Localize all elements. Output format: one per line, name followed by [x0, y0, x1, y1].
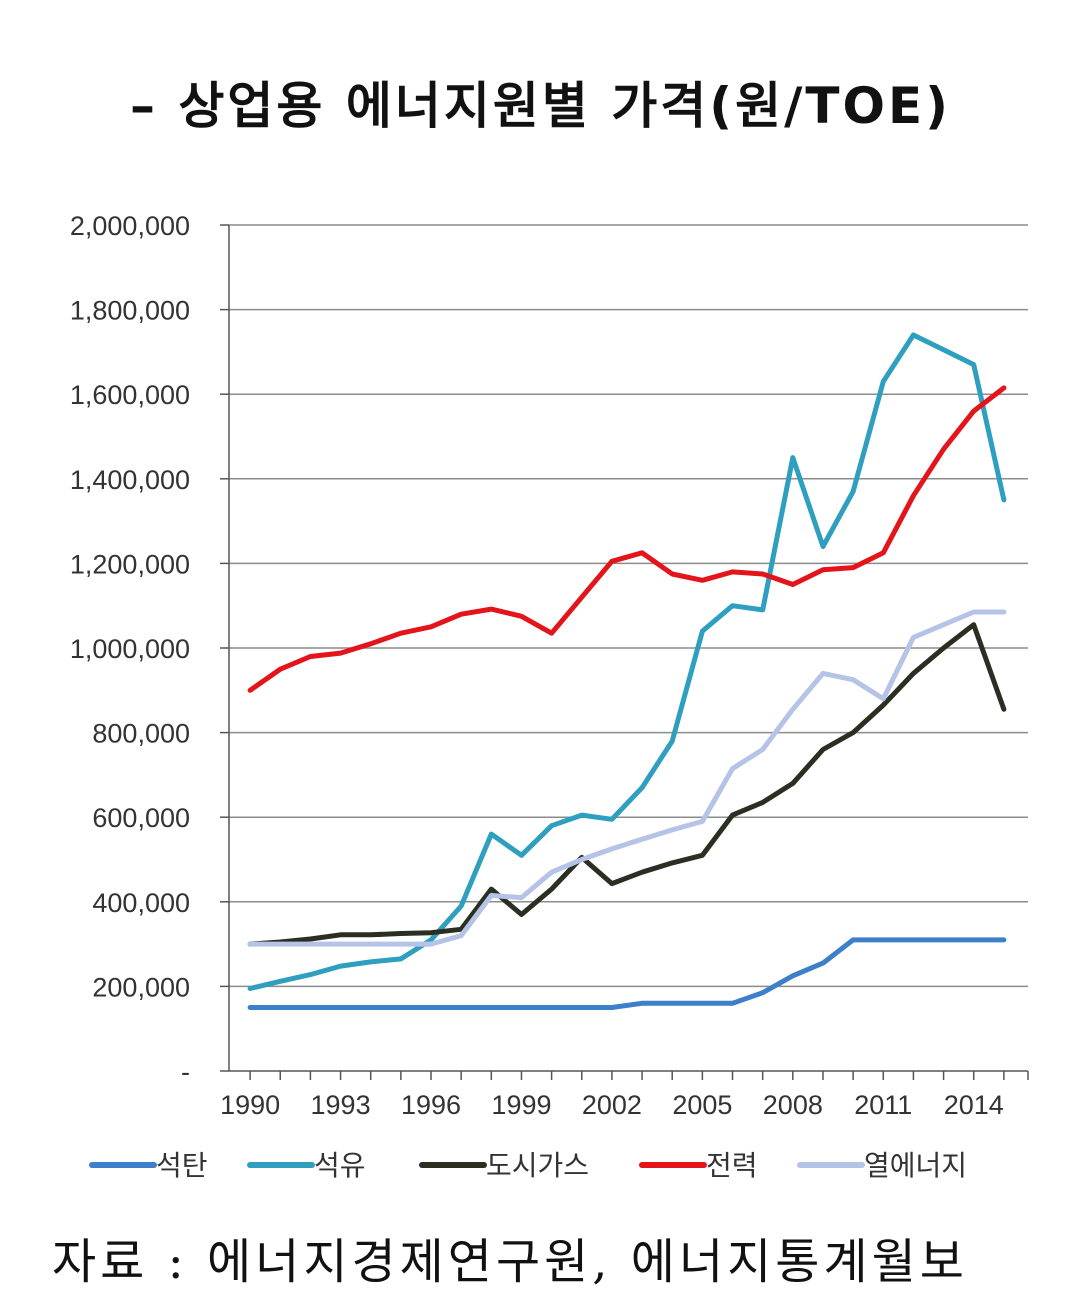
gridlines: [229, 224, 1028, 988]
y-tick-label: 1,800,000: [70, 296, 190, 326]
y-tick-label: 600,000: [92, 803, 190, 833]
y-tick-label: 1,200,000: [70, 549, 190, 579]
source-note: 자료 : 에너지경제연구원, 에너지통계월보: [52, 1234, 968, 1290]
y-tick-label: 1,600,000: [70, 380, 190, 410]
y-tick-label: 1,000,000: [70, 634, 190, 664]
y-tick-label: 400,000: [92, 888, 190, 918]
series-lines: [247, 332, 1007, 1010]
line-chart: - 200,000 400,000 600,000 800,000 1,000,000 1,…: [70, 211, 1029, 1182]
x-tick-label: 1990: [220, 1090, 280, 1120]
x-tick-label: 1993: [311, 1090, 371, 1120]
y-tick-label: 2,000,000: [70, 211, 190, 241]
y-tick-label: 200,000: [92, 972, 190, 1002]
x-tick-label: 1996: [401, 1090, 461, 1120]
x-tick-label: 2008: [763, 1090, 823, 1120]
legend-label: 석탄: [156, 1149, 208, 1182]
y-tick-label: 800,000: [92, 719, 190, 749]
series-line-전력: [247, 385, 1007, 693]
y-tick-label: -: [181, 1057, 190, 1087]
series-line-도시가스: [247, 622, 1007, 947]
x-axis: 1990 1993 1996 1999 2002 2005 2008 2011 2014: [220, 1070, 1029, 1120]
series-line-석탄: [247, 937, 1007, 1010]
legend-label: 전력: [706, 1149, 758, 1182]
legend: 석탄 석유 도시가스 전력 열에너지: [89, 1149, 967, 1182]
chart-title: – 상업용 에너지원별 가격(원/TOE): [130, 77, 951, 135]
x-tick-label: 2014: [944, 1090, 1004, 1120]
legend-label: 열에너지: [864, 1149, 967, 1182]
x-tick-label: 1999: [491, 1090, 551, 1120]
y-axis: - 200,000 400,000 600,000 800,000 1,000,000 1,…: [70, 211, 230, 1087]
x-tick-label: 2011: [854, 1090, 912, 1120]
x-tick-label: 2005: [672, 1090, 732, 1120]
series-line-석유: [247, 332, 1007, 991]
legend-label: 석유: [314, 1149, 366, 1182]
y-tick-label: 1,400,000: [70, 465, 190, 495]
legend-label: 도시가스: [486, 1149, 589, 1182]
series-line-열에너지: [247, 609, 1007, 947]
x-tick-label: 2002: [582, 1090, 642, 1120]
